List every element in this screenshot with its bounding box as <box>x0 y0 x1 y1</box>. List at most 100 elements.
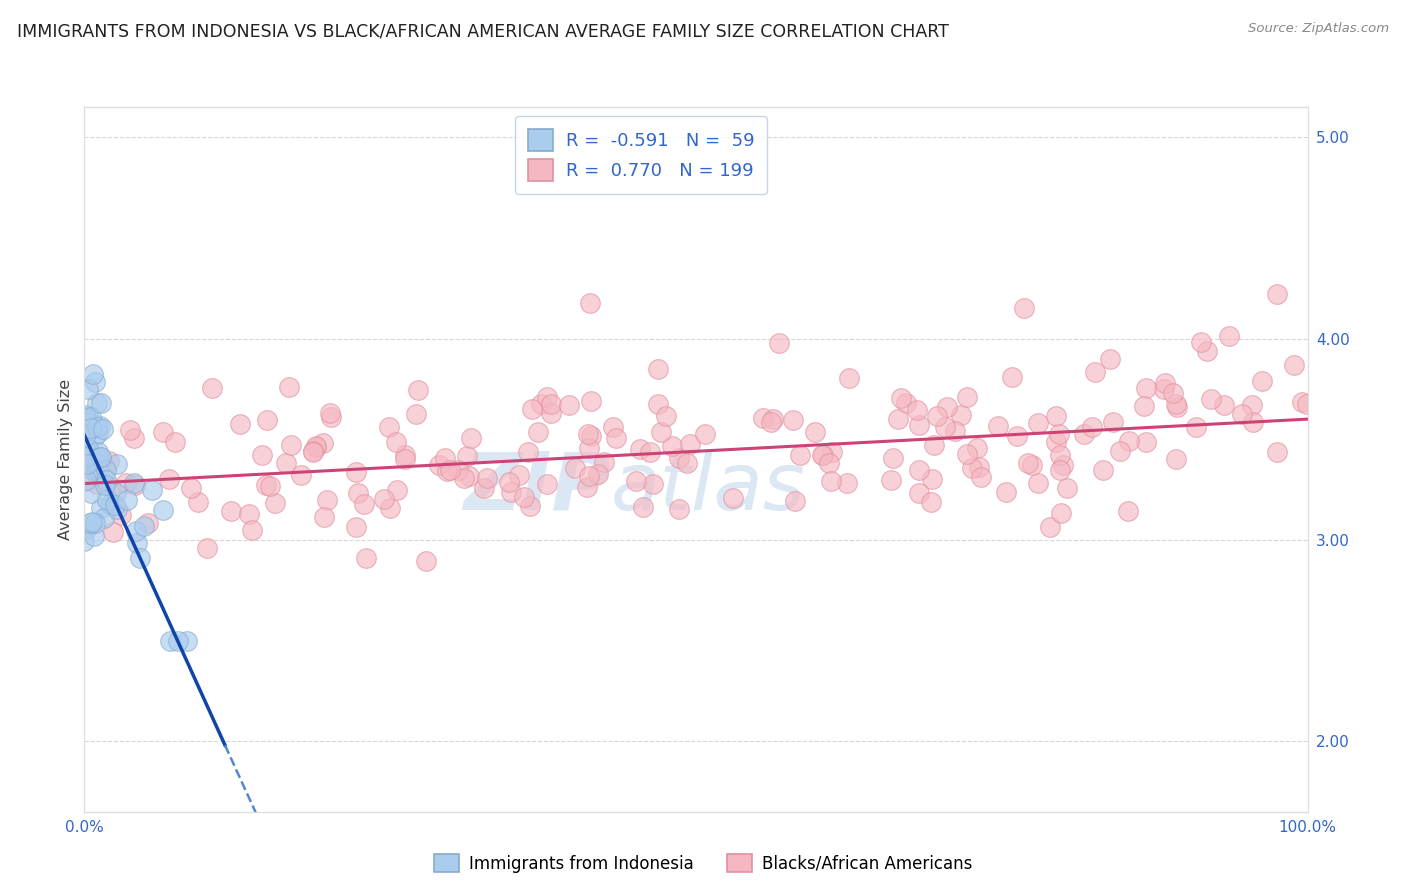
Point <box>1218 329 1240 343</box>
Point <box>1161 386 1184 401</box>
Point <box>86 396 108 410</box>
Point <box>219 504 242 518</box>
Point <box>838 371 860 385</box>
Point <box>314 510 336 524</box>
Point <box>579 394 602 409</box>
Point <box>960 460 983 475</box>
Point <box>1012 301 1035 316</box>
Point <box>693 426 716 441</box>
Point <box>956 447 979 461</box>
Point <box>229 417 252 432</box>
Point <box>457 469 479 483</box>
Point <box>650 425 672 439</box>
Point <box>1049 448 1071 462</box>
Point <box>97 454 120 468</box>
Point <box>312 435 335 450</box>
Point <box>415 554 437 568</box>
Point <box>406 384 429 398</box>
Point <box>761 412 783 426</box>
Point <box>1195 343 1218 358</box>
Point <box>1045 434 1067 449</box>
Point <box>1001 369 1024 384</box>
Point <box>1265 287 1288 301</box>
Point <box>1005 429 1028 443</box>
Point <box>967 460 990 475</box>
Point <box>180 481 202 495</box>
Point <box>1084 365 1107 379</box>
Text: Source: ZipAtlas.com: Source: ZipAtlas.com <box>1249 22 1389 36</box>
Point <box>576 480 599 494</box>
Point <box>167 633 190 648</box>
Point <box>93 511 115 525</box>
Point <box>789 448 811 462</box>
Point <box>1109 444 1132 458</box>
Point <box>238 507 260 521</box>
Point <box>1153 376 1175 390</box>
Point <box>73 457 96 471</box>
Point <box>305 439 328 453</box>
Point <box>105 486 128 500</box>
Point <box>1080 420 1102 434</box>
Point <box>655 409 678 424</box>
Point <box>394 451 416 466</box>
Point <box>522 401 544 416</box>
Point <box>86 477 108 491</box>
Point <box>136 516 159 531</box>
Point <box>820 474 842 488</box>
Point <box>626 475 648 489</box>
Point <box>922 438 945 452</box>
Point <box>152 503 174 517</box>
Point <box>638 445 661 459</box>
Point <box>76 442 98 456</box>
Point <box>1039 519 1062 533</box>
Point <box>90 450 112 464</box>
Point <box>576 426 599 441</box>
Point <box>278 380 301 394</box>
Point <box>83 429 105 443</box>
Point <box>76 521 98 535</box>
Point <box>1091 463 1114 477</box>
Point <box>821 444 844 458</box>
Point <box>195 541 218 555</box>
Point <box>110 508 132 522</box>
Point <box>75 442 97 456</box>
Point <box>94 473 117 487</box>
Point <box>347 485 370 500</box>
Point <box>165 435 187 450</box>
Point <box>105 457 128 471</box>
Point <box>385 434 408 449</box>
Point <box>1295 397 1317 411</box>
Point <box>1118 434 1140 449</box>
Point <box>157 472 180 486</box>
Point <box>319 406 342 420</box>
Point <box>519 499 541 513</box>
Point <box>811 448 834 462</box>
Point <box>1132 400 1154 414</box>
Point <box>1049 426 1071 441</box>
Point <box>921 472 943 486</box>
Point <box>353 497 375 511</box>
Point <box>579 428 602 442</box>
Point <box>141 483 163 497</box>
Point <box>90 500 112 515</box>
Point <box>1017 457 1039 471</box>
Point <box>250 448 273 462</box>
Point <box>558 398 581 412</box>
Point <box>93 460 115 475</box>
Point <box>79 516 101 531</box>
Point <box>934 419 956 434</box>
Point <box>302 444 325 458</box>
Point <box>477 471 499 485</box>
Point <box>94 477 117 491</box>
Point <box>75 410 97 425</box>
Point <box>517 445 540 459</box>
Point <box>316 492 339 507</box>
Point <box>460 431 482 445</box>
Y-axis label: Average Family Size: Average Family Size <box>58 379 73 540</box>
Point <box>628 442 651 456</box>
Point <box>513 490 536 504</box>
Point <box>907 463 929 477</box>
Point <box>77 409 100 424</box>
Point <box>1026 476 1049 491</box>
Point <box>631 500 654 515</box>
